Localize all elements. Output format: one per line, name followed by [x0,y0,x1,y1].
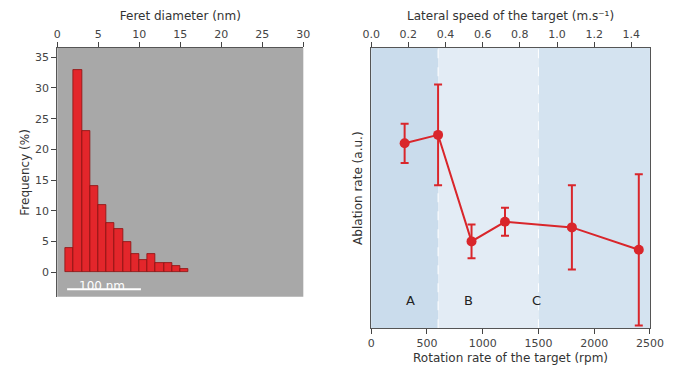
svg-text:1.0: 1.0 [548,28,566,41]
svg-text:0: 0 [368,337,375,350]
svg-text:0: 0 [42,266,49,279]
svg-text:20: 20 [35,143,49,156]
svg-text:100 nm: 100 nm [79,279,125,293]
svg-text:25: 25 [255,28,269,41]
svg-text:0.2: 0.2 [400,28,418,41]
svg-text:2500: 2500 [636,337,664,350]
svg-text:2000: 2000 [580,337,608,350]
svg-text:30: 30 [35,82,49,95]
svg-text:1.2: 1.2 [585,28,603,41]
svg-text:0.4: 0.4 [437,28,455,41]
svg-text:10: 10 [35,205,49,218]
svg-text:5: 5 [95,28,102,41]
svg-text:25: 25 [35,113,49,126]
svg-text:Feret diameter (nm): Feret diameter (nm) [120,9,241,23]
svg-text:30: 30 [296,28,310,41]
svg-text:0.8: 0.8 [511,28,529,41]
svg-text:15: 15 [173,28,187,41]
svg-text:B: B [464,293,473,308]
svg-text:500: 500 [416,337,437,350]
svg-text:0.0: 0.0 [362,28,380,41]
svg-text:10: 10 [132,28,146,41]
svg-text:20: 20 [214,28,228,41]
svg-text:C: C [532,293,541,308]
svg-text:Ablation rate (a.u.): Ablation rate (a.u.) [351,131,365,244]
svg-text:1500: 1500 [524,337,552,350]
svg-text:0.6: 0.6 [474,28,492,41]
svg-text:5: 5 [42,235,49,248]
svg-text:Rotation rate of the target (r: Rotation rate of the target (rpm) [413,351,608,365]
svg-text:A: A [406,293,415,308]
svg-text:Frequency (%): Frequency (%) [18,129,32,216]
svg-text:0: 0 [54,28,61,41]
svg-text:15: 15 [35,174,49,187]
svg-text:1000: 1000 [469,337,497,350]
svg-text:35: 35 [35,51,49,64]
svg-text:Lateral speed of the target (m: Lateral speed of the target (m.s⁻¹) [407,9,614,23]
svg-text:1.4: 1.4 [623,28,641,41]
